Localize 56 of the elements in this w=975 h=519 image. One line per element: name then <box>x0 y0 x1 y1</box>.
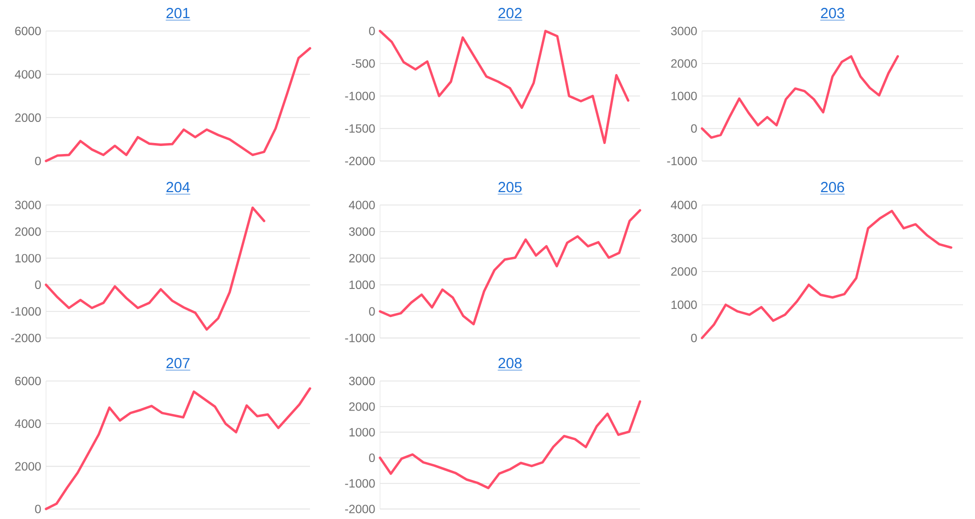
chart-title: 207 <box>166 358 190 368</box>
y-tick-label: 2000 <box>671 59 697 68</box>
y-tick-label: 1000 <box>672 300 697 310</box>
y-tick-label: -1500 <box>345 124 375 133</box>
y-tick-label: 3000 <box>349 227 375 236</box>
y-tick-label: 0 <box>369 26 375 36</box>
y-tick-label: 2000 <box>15 227 41 236</box>
y-tick-label: 0 <box>691 124 697 133</box>
y-tick-label: -2000 <box>11 334 41 342</box>
line-series <box>700 210 952 340</box>
y-tick-label: -1000 <box>11 307 41 316</box>
y-tick-label: 2000 <box>349 402 375 411</box>
y-tick-label: 6000 <box>15 26 41 36</box>
y-tick-label: -1000 <box>345 334 375 342</box>
y-tick-label: 0 <box>35 156 41 166</box>
y-tick-label: -1000 <box>667 156 697 166</box>
y-tick-label: 2000 <box>671 267 697 276</box>
y-tick-label: 1000 <box>350 280 375 290</box>
chart-title: 205 <box>498 182 522 192</box>
y-tick-label: 0 <box>35 504 41 514</box>
y-tick-label: 1000 <box>350 428 375 436</box>
y-tick-label: -1000 <box>345 479 375 488</box>
line-series <box>44 47 312 162</box>
y-tick-label: 4000 <box>14 70 41 79</box>
y-tick-label: -2000 <box>345 156 375 166</box>
y-tick-label: 2000 <box>15 462 41 471</box>
chart-title: 204 <box>166 182 190 192</box>
y-tick-label: -1000 <box>345 92 375 100</box>
chart-title: 202 <box>498 8 522 18</box>
y-tick-label: 6000 <box>15 376 41 386</box>
chart-title: 206 <box>821 182 844 192</box>
y-tick-label: -2000 <box>345 504 375 514</box>
line-series <box>44 206 266 331</box>
y-tick-label: 1000 <box>16 254 41 262</box>
line-series <box>378 400 642 490</box>
y-tick-label: 2000 <box>349 254 375 262</box>
y-tick-label: 2000 <box>15 113 41 122</box>
y-tick-label: 4000 <box>670 200 697 210</box>
line-series <box>378 209 642 326</box>
y-tick-label: 1000 <box>672 92 697 100</box>
y-tick-label: 3000 <box>671 234 697 243</box>
y-tick-label: 4000 <box>14 419 41 428</box>
line-series <box>700 55 899 139</box>
chart-title: 203 <box>821 8 844 18</box>
y-tick-label: 4000 <box>348 200 375 210</box>
y-tick-label: 3000 <box>15 200 41 210</box>
chart-title: 208 <box>498 358 522 368</box>
y-tick-label: 0 <box>691 334 697 342</box>
y-tick-label: 0 <box>35 280 41 290</box>
chart-title: 201 <box>166 8 190 18</box>
y-tick-label: -500 <box>352 59 375 68</box>
y-tick-label: 3000 <box>671 26 697 36</box>
y-tick-label: 0 <box>369 454 375 462</box>
y-tick-label: 0 <box>369 307 375 316</box>
line-series <box>378 30 630 144</box>
y-tick-label: 3000 <box>349 376 375 386</box>
